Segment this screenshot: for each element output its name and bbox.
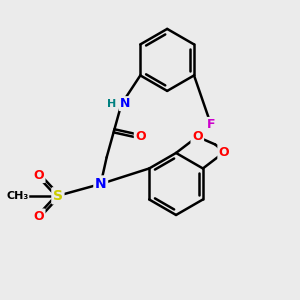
Text: O: O [33,169,44,182]
Text: CH₃: CH₃ [6,191,28,201]
Text: O: O [135,130,146,143]
Text: S: S [53,189,63,203]
Text: N: N [95,177,106,191]
Text: O: O [33,210,44,223]
Text: H: H [107,99,117,109]
Text: O: O [192,130,202,143]
Text: F: F [207,118,216,131]
Text: O: O [219,146,230,159]
Text: N: N [120,97,130,110]
